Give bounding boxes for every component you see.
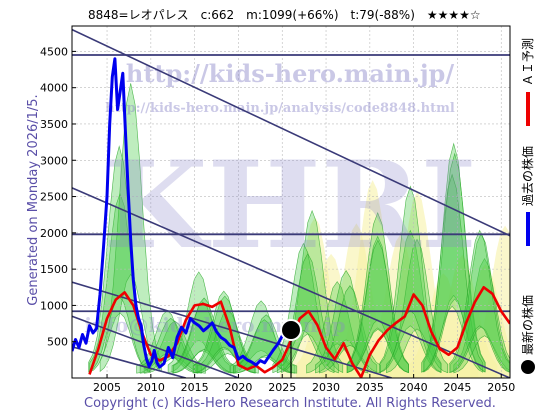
legend-swatch: [521, 360, 535, 374]
generated-caption: Generated on Monday 2026/1/5.: [26, 94, 41, 305]
past-price-line: [72, 57, 287, 369]
y-tick-label: 3000: [40, 154, 68, 167]
grid-lines: [72, 26, 510, 378]
legend-label: 最新の株価: [520, 295, 535, 355]
x-tick-label: 2035: [356, 381, 384, 394]
simulation-band: [167, 271, 230, 374]
trend-line: [72, 315, 239, 378]
y-tick-label: 3500: [40, 118, 68, 131]
x-tick-label: 2010: [137, 381, 165, 394]
x-tick-label: 2015: [181, 381, 209, 394]
legend-item: 最新の株価: [520, 295, 535, 374]
axes: 500 1000 1500 2000 2500 3000 3500 4000 4500 2005 2…: [40, 45, 515, 394]
x-tick-label: 2005: [93, 381, 121, 394]
series-lines: [72, 57, 510, 378]
legend-label: 過去の株価: [520, 146, 535, 206]
latest-marker: [280, 318, 302, 378]
y-tick-label: 500: [47, 336, 68, 349]
chart-header: 8848=レオパレス c:662 m:1099(+66%) t:79(-88%)…: [88, 8, 481, 22]
x-tick-label: 2030: [312, 381, 340, 394]
trend-line: [72, 187, 510, 378]
trend-line: [72, 281, 392, 378]
legend-item: 過去の株価: [520, 146, 535, 246]
x-tick-label: 2040: [400, 381, 428, 394]
simulation-band: [423, 152, 486, 373]
ai-prediction-line: [88, 285, 510, 378]
watermark: KHRI http://kids-hero.main.jp/ http://ki…: [84, 59, 476, 337]
latest-price-dot: [280, 318, 302, 341]
legend-label: ＡＩ予測: [521, 38, 535, 86]
y-tick-label: 2500: [40, 191, 68, 204]
y-tick-label: 1000: [40, 299, 68, 312]
y-tick-label: 4500: [40, 45, 68, 58]
copyright-footer: Copyright (c) Kids-Hero Research Institu…: [84, 396, 496, 411]
simulation-band: [448, 229, 510, 374]
y-tick-label: 4000: [40, 82, 68, 95]
simulation-band: [453, 257, 510, 374]
x-tick-label: 2020: [224, 381, 252, 394]
trend-line: [72, 28, 510, 237]
x-tick-label: 2025: [268, 381, 296, 394]
legend-item: ＡＩ予測: [521, 38, 535, 126]
trend-line: [72, 346, 187, 378]
x-tick-label: 2045: [443, 381, 471, 394]
simulation-band: [346, 239, 409, 374]
simulation-band: [306, 281, 369, 374]
y-tick-label: 2000: [40, 227, 68, 240]
watermark-url-2: http://kids-hero.main.jp/analysis/code88…: [105, 101, 455, 116]
x-tick-label: 2050: [487, 381, 515, 394]
watermark-logo: KHRI: [103, 135, 477, 276]
simulation-band: [193, 295, 256, 374]
y-tick-label: 1500: [40, 263, 68, 276]
watermark-url-1: http://kids-hero.main.jp/: [126, 59, 454, 88]
plot-border: [71, 25, 511, 379]
trend-lines: [72, 28, 510, 378]
